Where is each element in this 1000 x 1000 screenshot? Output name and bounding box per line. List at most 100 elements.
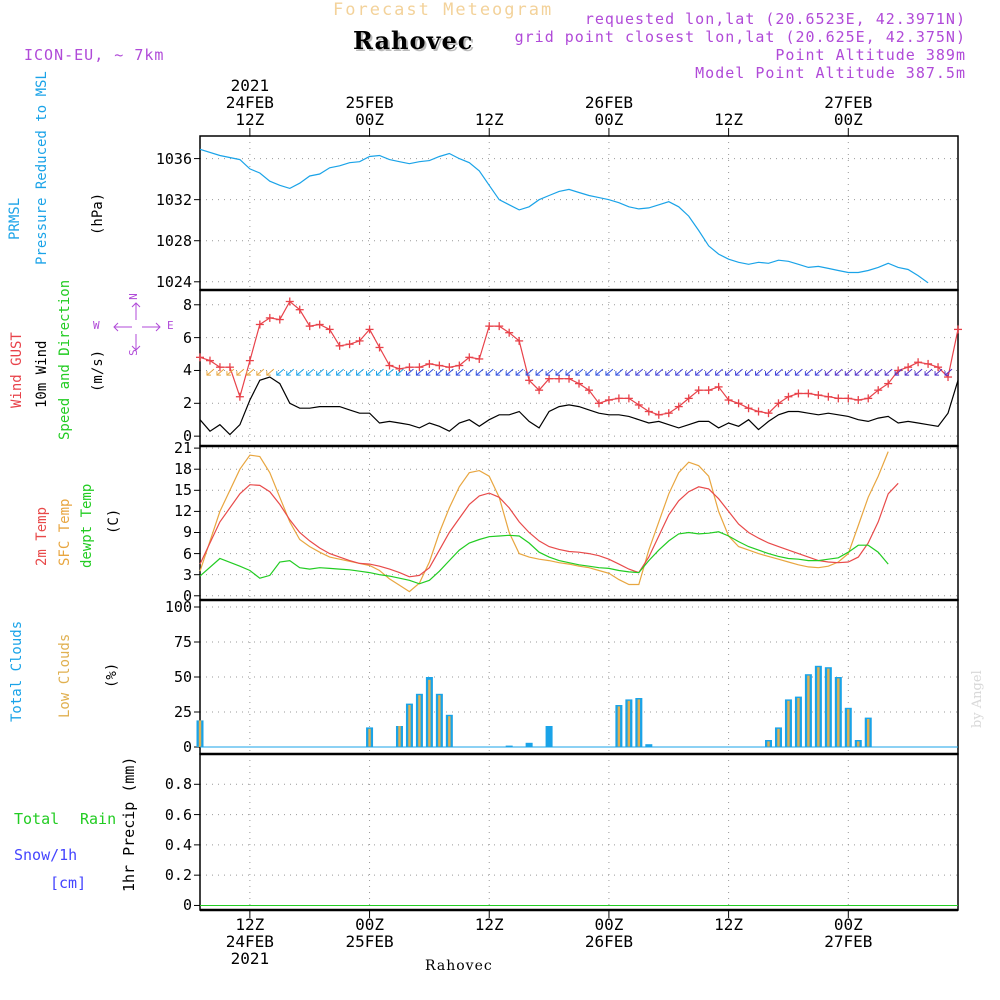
wind-direction-arrowhead <box>515 371 521 376</box>
wind-direction-arrow <box>864 368 873 376</box>
wind-direction-arrowhead <box>525 371 531 376</box>
wind-direction-arrowhead <box>595 371 600 376</box>
wind-direction-arrow <box>326 368 334 376</box>
temp-y-tick-label: 3 <box>182 565 192 584</box>
wind-direction-arrowhead <box>735 371 740 376</box>
wind-direction-arrowhead <box>765 371 770 376</box>
top-time-label: 24FEB <box>225 93 274 112</box>
wind-direction-arrowhead <box>715 371 720 376</box>
wind-direction-arrow <box>266 368 275 376</box>
wind-direction-arrow <box>545 368 554 376</box>
precip-y-tick-label: 0.8 <box>164 775 192 794</box>
low-cloud-bar <box>398 726 401 747</box>
top-time-label: 2021 <box>230 76 270 95</box>
wind-direction-arrowhead <box>854 371 860 376</box>
wind-direction-arrow <box>316 368 325 376</box>
wind-direction-arrowhead <box>645 371 650 376</box>
wind-direction-arrow <box>366 368 374 376</box>
wind-direction-arrow <box>226 368 235 376</box>
wind-direction-arrowhead <box>405 371 411 376</box>
bottom-time-label: 24FEB <box>225 932 274 951</box>
wind-direction-arrow <box>815 368 823 376</box>
station-title: Rahovec <box>353 26 474 55</box>
wind-direction-arrow <box>376 368 384 376</box>
wind-direction-arrowhead <box>665 371 670 376</box>
wind-direction-arrow <box>236 368 245 376</box>
wind-direction-arrowhead <box>725 371 730 376</box>
wind-direction-arrow <box>436 368 444 376</box>
wind-direction-arrowhead <box>286 371 291 376</box>
wind-direction-arrowhead <box>445 371 451 376</box>
wind-direction-arrowhead <box>415 371 421 376</box>
wind-direction-arrow <box>336 368 344 376</box>
wind-direction-arrowhead <box>585 371 590 376</box>
wind-direction-arrowhead <box>535 371 541 376</box>
wind-direction-arrowhead <box>705 371 710 376</box>
low-cloud-bar <box>787 700 790 747</box>
wind-direction-arrowhead <box>804 371 810 376</box>
wind-direction-arrow <box>515 368 524 376</box>
wind-direction-arrowhead <box>435 371 441 376</box>
top-time-label: 12Z <box>714 110 744 129</box>
wind-direction-arrow <box>705 368 713 376</box>
wind-direction-arrow <box>825 368 833 376</box>
wind-direction-arrow <box>475 368 484 376</box>
low-cloud-bar <box>807 675 810 747</box>
low-cloud-bar <box>428 679 431 747</box>
wind-direction-arrowhead <box>605 371 610 376</box>
wind-direction-arrow <box>854 368 863 376</box>
total-cloud-bar <box>545 726 553 747</box>
low-cloud-bar <box>837 678 840 747</box>
low-cloud-bar <box>767 741 770 747</box>
clouds-y-tick-label: 100 <box>164 598 192 616</box>
wind-direction-arrow <box>495 368 504 376</box>
bottom-time-label: 12Z <box>474 915 504 934</box>
wind-direction-arrowhead <box>545 371 551 376</box>
low-cloud-bar <box>797 698 800 747</box>
pressure-y-tick-label: 1032 <box>155 190 192 209</box>
clouds-y-tick-label: 0 <box>182 738 192 756</box>
wind-direction-arrowhead <box>575 371 580 376</box>
wind-direction-arrowhead <box>615 371 620 376</box>
wind-direction-arrow <box>595 368 604 376</box>
wind-y-tick-label: 4 <box>182 361 192 380</box>
wind-direction-arrowhead <box>565 371 571 376</box>
clouds-y-tick-label: 75 <box>173 633 192 651</box>
clouds-y-tick-label: 25 <box>173 703 192 721</box>
requested-coords: requested lon,lat (20.6523E, 42.3971N) <box>584 10 966 28</box>
wind-direction-arrowhead <box>745 371 750 376</box>
wind-direction-arrow <box>286 368 295 376</box>
wind-direction-arrowhead <box>894 371 900 376</box>
precip-y-tick-label: 0.6 <box>164 805 192 824</box>
wind-y-tick-label: 0 <box>182 427 192 446</box>
temp-y-tick-label: 15 <box>173 481 192 500</box>
wind-direction-arrowhead <box>635 371 640 376</box>
wind-direction-arrow <box>904 368 913 376</box>
wind-direction-arrow <box>725 368 733 376</box>
wind-direction-arrowhead <box>306 371 311 376</box>
wind-direction-arrow <box>755 368 763 376</box>
pressure-y-tick-label: 1028 <box>155 231 192 250</box>
low-cloud-bar <box>408 705 411 747</box>
wind-direction-arrowhead <box>755 371 760 376</box>
wind-direction-arrowhead <box>944 371 950 376</box>
wind-direction-arrow <box>406 368 414 376</box>
low-cloud-bar <box>418 695 421 747</box>
compass-w: W <box>93 319 100 332</box>
wind-direction-arrowhead <box>904 371 910 376</box>
bottom-time-label: 26FEB <box>584 932 633 951</box>
wind-direction-arrowhead <box>914 371 920 376</box>
wind-direction-arrow <box>555 368 564 376</box>
wind-direction-arrow <box>426 368 434 376</box>
top-time-label: 25FEB <box>345 93 394 112</box>
wind-direction-arrowhead <box>276 371 281 376</box>
wind-direction-arrow <box>665 368 674 376</box>
total-cloud-bar <box>645 744 653 747</box>
wind-direction-arrowhead <box>695 371 700 376</box>
bottom-time-label: 2021 <box>230 949 270 968</box>
top-time-label: 00Z <box>355 110 384 129</box>
wind-direction-arrow <box>276 368 285 376</box>
wind-direction-arrow <box>396 368 404 376</box>
wind-direction-arrow <box>615 368 624 376</box>
